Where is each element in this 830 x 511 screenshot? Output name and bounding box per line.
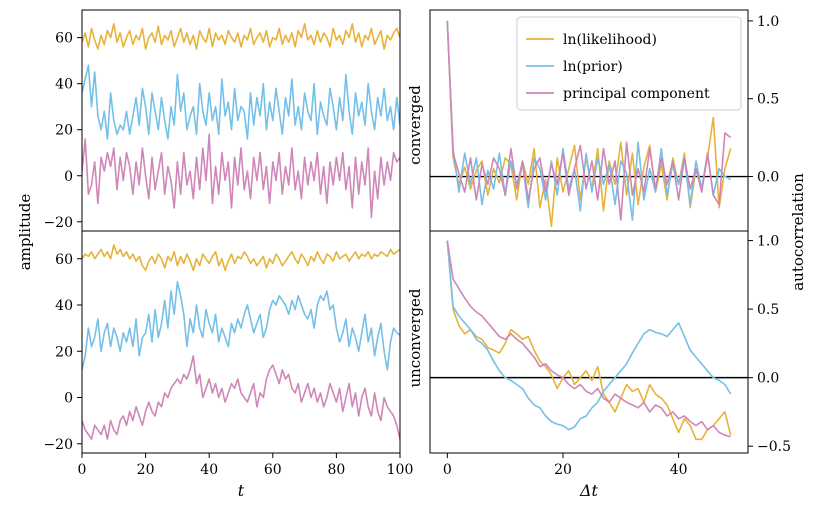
panel-top-right: 0.0 0.5 1.0 ln(likelihood) ln(prior) principa… (429, 9, 779, 232)
panels: −20 0 20 40 60 −20 0 20 40 60 0 20 40 60 80 100 t 0.0 0.5 1… (43, 9, 791, 500)
y-tick-label: 1.0 (757, 234, 779, 250)
x-axis-label: Δt (579, 481, 599, 500)
y-tick-label: 20 (55, 123, 73, 139)
y-tick-label: −0.5 (757, 439, 791, 455)
y-tick-label: 0 (64, 391, 73, 407)
panel-bottom-left: −20 0 20 40 60 0 20 40 60 80 100 t (43, 230, 414, 500)
x-tick-label: 60 (264, 462, 282, 478)
y-tick-label: 40 (55, 298, 73, 314)
axes-frame (429, 230, 749, 454)
series-line-ln-prior- (82, 281, 400, 371)
y-tick-label: −20 (43, 437, 73, 453)
panel-bottom-right: −0.5 0.0 0.5 1.0 0 20 40 Δt (429, 230, 791, 500)
y-tick-label: 0.5 (757, 92, 779, 108)
x-axis-label: t (238, 481, 245, 500)
x-tick-label: 0 (443, 462, 452, 478)
y-tick-label: 0.0 (757, 170, 779, 186)
series-line-principal-component (82, 355, 400, 440)
series-line-ln-likelihood- (446, 240, 732, 441)
series-line-ln-likelihood- (82, 22, 400, 50)
panel-top-left: −20 0 20 40 60 (43, 9, 401, 232)
x-tick-label: 40 (670, 462, 688, 478)
y-tick-label: 0.0 (757, 371, 779, 387)
legend-label: ln(likelihood) (563, 32, 657, 48)
axes-frame (81, 230, 401, 454)
ylabel-left: amplitude (16, 194, 34, 271)
legend-label: principal component (563, 86, 710, 102)
x-tick-label: 20 (554, 462, 572, 478)
series-line-ln-likelihood- (82, 244, 400, 272)
series-line-principal-component (446, 20, 732, 221)
y-tick-label: 0 (64, 169, 73, 185)
series-line-principal-component (82, 133, 400, 218)
x-tick-label: 100 (387, 462, 414, 478)
y-tick-label: 20 (55, 344, 73, 360)
legend-box (516, 16, 742, 111)
x-tick-label: 80 (327, 462, 345, 478)
row-label-converged: converged (406, 85, 424, 165)
ylabel-right: autocorrelation (789, 173, 807, 291)
y-tick-label: 0.5 (757, 302, 779, 318)
series-line-ln-prior- (446, 240, 732, 431)
x-tick-label: 20 (137, 462, 155, 478)
x-tick-label: 0 (78, 462, 87, 478)
x-tick-label: 40 (200, 462, 218, 478)
row-label-unconverged: unconverged (406, 288, 424, 387)
y-tick-label: 1.0 (757, 14, 779, 30)
series-line-ln-prior- (82, 64, 400, 140)
legend: ln(likelihood) ln(prior) principal compone… (516, 16, 742, 111)
y-tick-label: 40 (55, 77, 73, 93)
series-line-principal-component (446, 240, 731, 438)
y-tick-label: −20 (43, 215, 73, 231)
y-tick-label: 60 (55, 31, 73, 47)
legend-label: ln(prior) (563, 59, 623, 75)
y-tick-label: 60 (55, 252, 73, 268)
